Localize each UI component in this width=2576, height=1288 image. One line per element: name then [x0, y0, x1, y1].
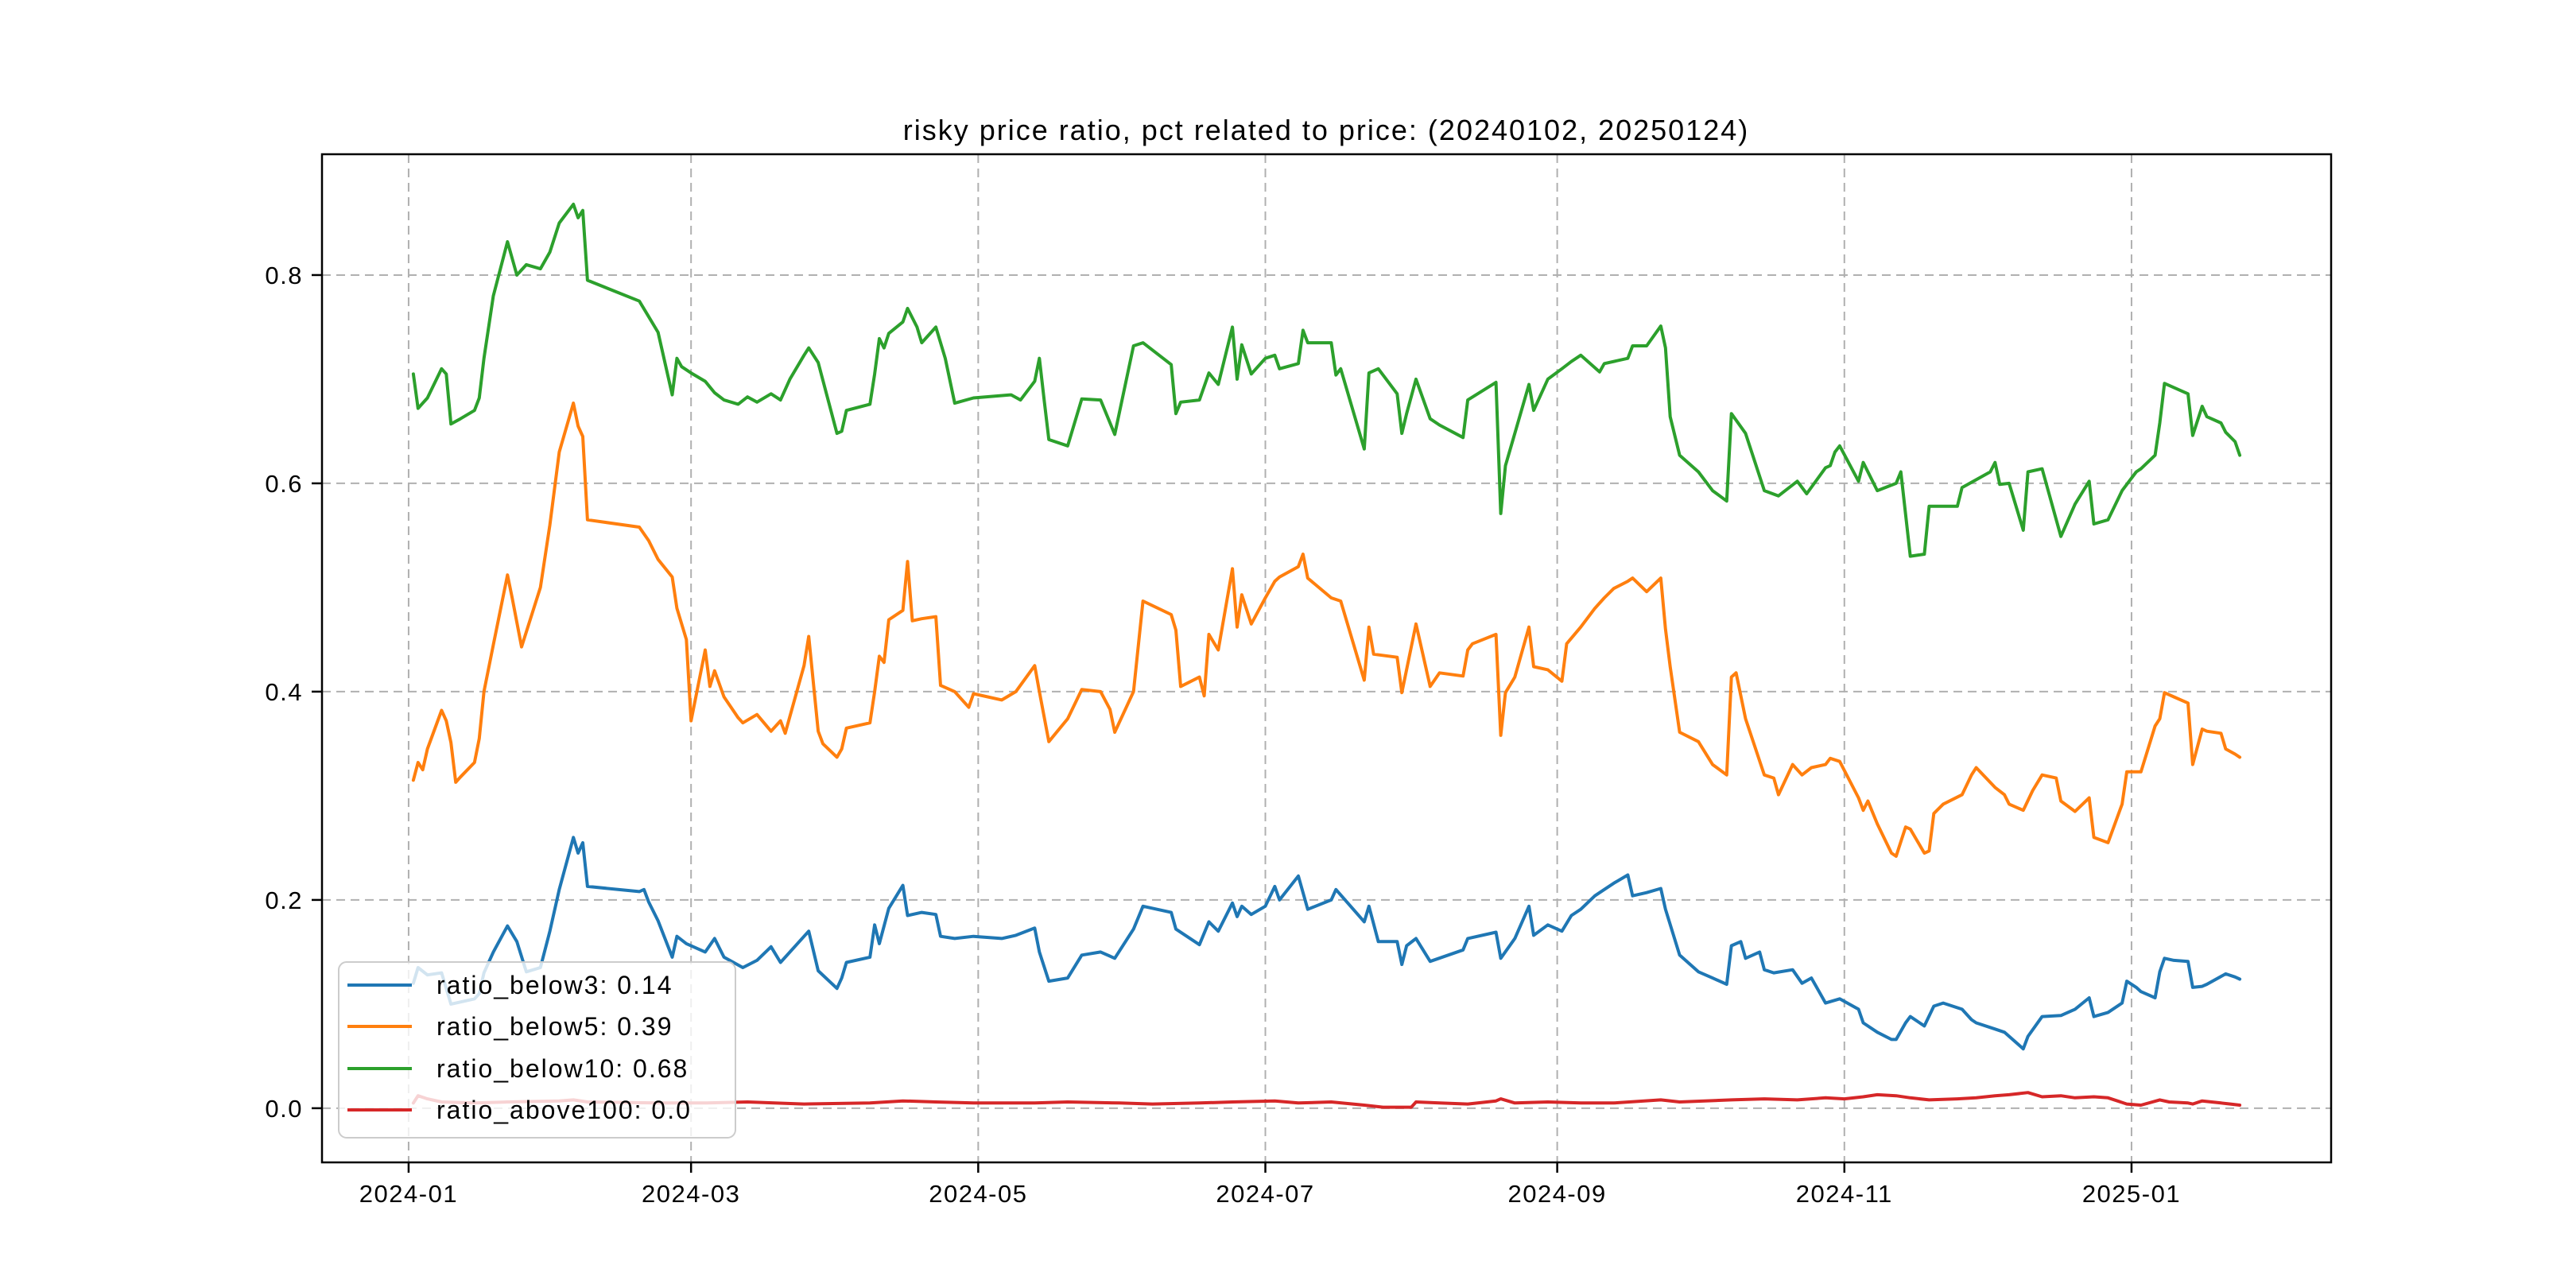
series-line-ratio_above100: [411, 1091, 2242, 1109]
legend-label-ratio_below10: ratio_below10: 0.68: [436, 1054, 689, 1083]
y-tick-label: 0.2: [265, 886, 303, 914]
legend-item: ratio_below5: 0.39: [347, 1012, 673, 1041]
legend-label-ratio_above100: ratio_above100: 0.0: [436, 1096, 692, 1124]
legend-item: ratio_above100: 0.0: [347, 1096, 692, 1124]
legend-box: [338, 961, 736, 1139]
legend: ratio_below3: 0.14 ratio_below5: 0.39 ra…: [338, 961, 736, 1139]
y-tick-label: 0.8: [265, 262, 303, 289]
plot-area-border: [320, 153, 2333, 1164]
series-line-ratio_below10: [411, 202, 2242, 558]
series-line-ratio_below5: [411, 402, 2242, 858]
x-tick-label: 2024-11: [1796, 1180, 1893, 1208]
y-tick-label: 0.0: [265, 1095, 303, 1123]
legend-item: ratio_below10: 0.68: [347, 1054, 689, 1083]
series-lines: [411, 202, 2242, 1109]
x-tick-label: 2024-07: [1216, 1180, 1314, 1208]
chart-title: risky price ratio, pct related to price:…: [903, 114, 1750, 146]
x-tick-label: 2024-09: [1507, 1180, 1606, 1208]
axes: [320, 153, 2333, 1164]
legend-item: ratio_below3: 0.14: [347, 971, 673, 999]
y-tick-label: 0.6: [265, 470, 303, 498]
legend-label-ratio_below5: ratio_below5: 0.39: [436, 1012, 673, 1041]
legend-label-ratio_below3: ratio_below3: 0.14: [436, 971, 673, 999]
x-tick-label: 2025-01: [2082, 1180, 2181, 1208]
x-tick-label: 2024-03: [642, 1180, 740, 1208]
series-line-ratio_below3: [411, 836, 2242, 1051]
axis-ticks: 2024-01 2024-03 2024-05 2024-07 2024-09 2024-…: [265, 262, 2181, 1208]
y-tick-label: 0.4: [265, 678, 303, 706]
x-tick-label: 2024-01: [359, 1180, 458, 1208]
x-tick-label: 2024-05: [929, 1180, 1027, 1208]
